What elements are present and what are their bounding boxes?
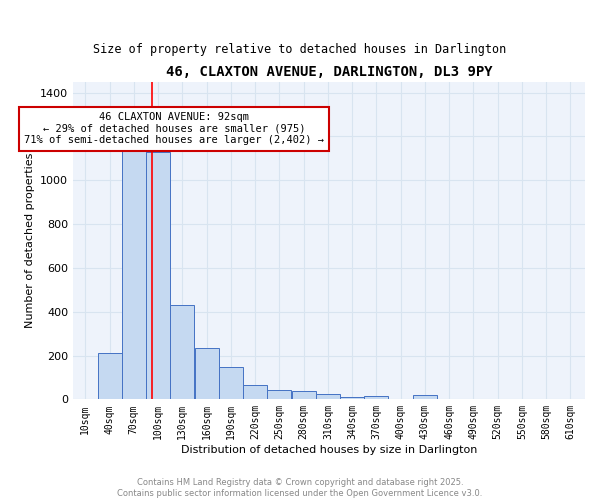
Bar [170,305,194,400]
Bar [122,148,146,400]
Bar [146,152,170,400]
Bar [340,396,364,400]
Bar [364,396,388,400]
Bar [219,367,243,400]
Text: 46 CLAXTON AVENUE: 92sqm
← 29% of detached houses are smaller (975)
71% of semi-: 46 CLAXTON AVENUE: 92sqm ← 29% of detach… [24,112,324,146]
Bar [194,348,218,400]
Title: 46, CLAXTON AVENUE, DARLINGTON, DL3 9PY: 46, CLAXTON AVENUE, DARLINGTON, DL3 9PY [166,65,493,79]
Bar [98,354,122,400]
Text: Contains HM Land Registry data © Crown copyright and database right 2025.
Contai: Contains HM Land Registry data © Crown c… [118,478,482,498]
Bar [268,390,292,400]
Bar [413,396,437,400]
Bar [292,391,316,400]
Bar [316,394,340,400]
X-axis label: Distribution of detached houses by size in Darlington: Distribution of detached houses by size … [181,445,477,455]
Text: Size of property relative to detached houses in Darlington: Size of property relative to detached ho… [94,42,506,56]
Bar [243,385,267,400]
Y-axis label: Number of detached properties: Number of detached properties [25,153,35,328]
